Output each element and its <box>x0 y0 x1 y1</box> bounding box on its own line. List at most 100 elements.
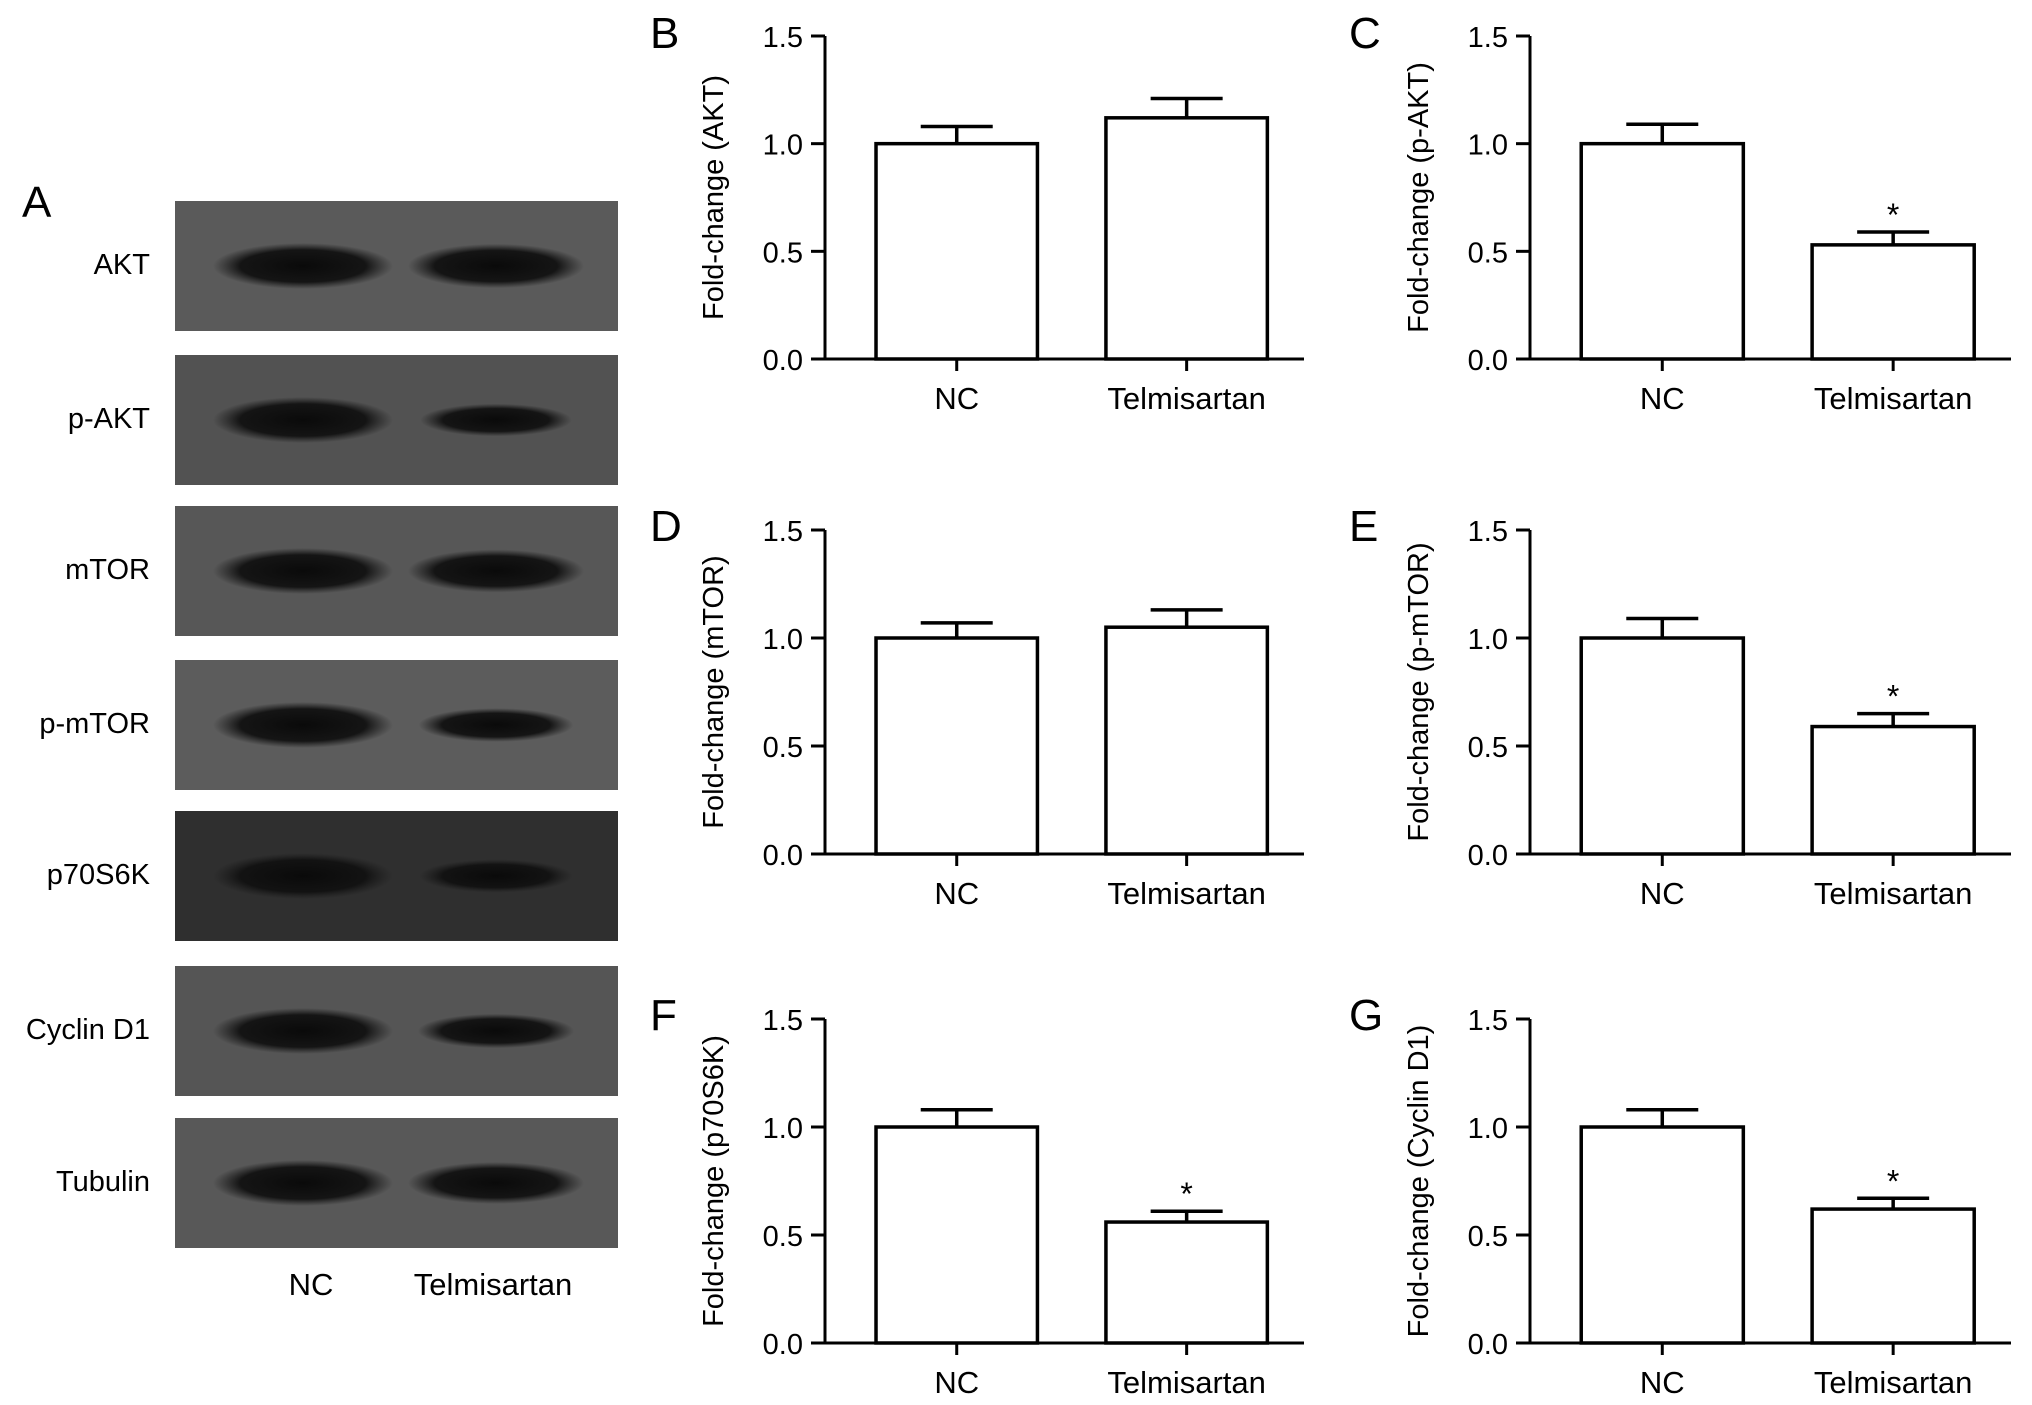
y-tick-label: 1.0 <box>1468 1113 1508 1145</box>
y-tick-label: 0.5 <box>763 732 803 764</box>
blot-image <box>175 966 618 1096</box>
bar-nc <box>1579 1125 1746 1345</box>
bar-telmisartan <box>1810 1207 1976 1345</box>
blot-band-nc <box>213 397 393 443</box>
bar-nc <box>874 141 1040 361</box>
chart-panel-f: F 0.0 0.5 1.0 1.5 Fold-change (p70S6K) NC Telmi… <box>650 991 1304 1400</box>
chart-panel-b: B 0.0 0.5 1.0 1.5 Fold-change (AKT) NC Telmisar… <box>650 9 1304 416</box>
x-tick-label: Telmisartan <box>1107 381 1266 416</box>
blot-lane-label-nc: NC <box>288 1267 334 1302</box>
y-tick-label: 0.5 <box>1468 732 1508 764</box>
y-tick-label: 1.5 <box>1468 516 1508 548</box>
blot-strip-cyclin-d1 <box>175 966 618 1096</box>
y-axis-label: Fold-change (Cyclin D1) <box>1403 1025 1435 1338</box>
blot-image <box>175 660 618 790</box>
blot-band-nc <box>213 1008 393 1054</box>
chart-panel-g: G 0.0 0.5 1.0 1.5 Fold-change (Cyclin D1) NC Te… <box>1349 991 2011 1400</box>
y-tick-label: 0.0 <box>763 345 803 377</box>
blot-strip-p70s6k <box>175 811 618 941</box>
significance-marker: * <box>1887 679 1899 715</box>
panel-letter-b: B <box>650 9 679 58</box>
panel-letter-c: C <box>1349 9 1381 58</box>
blot-image <box>175 355 618 485</box>
blot-image <box>175 201 618 331</box>
bar-telmisartan <box>1104 116 1270 361</box>
y-axis-label: Fold-change (p-mTOR) <box>1403 542 1435 841</box>
y-tick-label: 0.0 <box>1468 1329 1508 1361</box>
y-tick-label: 1.0 <box>1468 130 1508 162</box>
significance-marker: * <box>1180 1176 1192 1212</box>
blot-band-nc <box>213 243 393 289</box>
x-tick-label: Telmisartan <box>1814 1365 1973 1400</box>
blot-strip-tubulin <box>175 1118 618 1248</box>
bar-telmisartan <box>1810 724 1976 856</box>
y-tick-label: 0.0 <box>763 840 803 872</box>
x-tick-label: Telmisartan <box>1107 1365 1266 1400</box>
significance-marker: * <box>1887 1163 1899 1199</box>
blot-band-nc <box>213 1160 393 1206</box>
significance-marker: * <box>1887 197 1899 233</box>
blot-label-p-mtor: p-mTOR <box>39 708 150 740</box>
y-tick-label: 0.5 <box>763 237 803 269</box>
blot-image <box>175 811 618 941</box>
y-axis-label: Fold-change (p-AKT) <box>1403 62 1435 333</box>
x-tick-label: Telmisartan <box>1814 876 1973 911</box>
y-axis-label: Fold-change (mTOR) <box>698 555 730 828</box>
blot-image <box>175 1118 618 1248</box>
bar-telmisartan <box>1810 243 1976 361</box>
blot-band-telmisartan <box>420 403 572 437</box>
blot-strip-akt <box>175 201 618 331</box>
chart-panel-d: D 0.0 0.5 1.0 1.5 Fold-change (mTOR) NC Telmisa… <box>650 502 1304 911</box>
blot-lane-label-telmisartan: Telmisartan <box>413 1267 573 1302</box>
y-tick-label: 1.0 <box>1468 624 1508 656</box>
blot-strip-p-akt <box>175 355 618 485</box>
x-tick-label: NC <box>1640 381 1685 416</box>
chart-panel-e: E 0.0 0.5 1.0 1.5 Fold-change (p-mTOR) NC Telmi… <box>1349 502 2011 911</box>
y-tick-label: 1.5 <box>763 22 803 54</box>
blot-band-nc <box>213 853 393 899</box>
panel-letter-f: F <box>650 991 677 1040</box>
bar-nc <box>1579 636 1746 856</box>
bar-nc <box>874 636 1040 856</box>
bar-nc <box>874 1125 1040 1345</box>
blot-band-telmisartan <box>408 243 584 289</box>
blot-label-tubulin: Tubulin <box>55 1166 150 1198</box>
y-tick-label: 0.0 <box>763 1329 803 1361</box>
y-tick-label: 1.5 <box>763 1005 803 1037</box>
y-tick-label: 1.5 <box>1468 22 1508 54</box>
bar-nc <box>1579 141 1746 361</box>
y-tick-label: 1.0 <box>763 624 803 656</box>
y-tick-label: 0.0 <box>1468 840 1508 872</box>
x-tick-label: Telmisartan <box>1107 876 1266 911</box>
blot-label-p70s6k: p70S6K <box>46 859 150 891</box>
y-tick-label: 1.5 <box>1468 1005 1508 1037</box>
x-tick-label: NC <box>1640 876 1685 911</box>
x-tick-label: NC <box>934 876 979 911</box>
panel-letter-a: A <box>22 178 52 227</box>
y-tick-label: 1.0 <box>763 1113 803 1145</box>
blot-image <box>175 506 618 636</box>
blot-strip-mtor <box>175 506 618 636</box>
blot-band-telmisartan <box>419 859 573 893</box>
blot-strip-p-mtor <box>175 660 618 790</box>
x-tick-label: NC <box>934 381 979 416</box>
chart-panel-c: C 0.0 0.5 1.0 1.5 Fold-change (p-AKT) NC Telmis… <box>1349 9 2011 416</box>
blot-label-mtor: mTOR <box>65 554 150 586</box>
blot-label-cyclin-d1: Cyclin D1 <box>25 1014 150 1046</box>
blot-band-telmisartan <box>408 549 584 593</box>
x-tick-label: Telmisartan <box>1814 381 1973 416</box>
blot-band-telmisartan <box>417 1013 575 1049</box>
x-tick-label: NC <box>934 1365 979 1400</box>
y-tick-label: 1.5 <box>763 516 803 548</box>
y-tick-label: 0.0 <box>1468 345 1508 377</box>
blot-band-telmisartan <box>418 708 574 742</box>
y-tick-label: 0.5 <box>1468 1221 1508 1253</box>
bar-telmisartan <box>1104 1220 1270 1345</box>
blot-band-nc <box>213 702 393 748</box>
panel-letter-d: D <box>650 502 682 551</box>
panel-letter-g: G <box>1349 991 1383 1040</box>
y-tick-label: 0.5 <box>1468 237 1508 269</box>
blot-label-p-akt: p-AKT <box>67 403 150 435</box>
y-tick-label: 1.0 <box>763 130 803 162</box>
